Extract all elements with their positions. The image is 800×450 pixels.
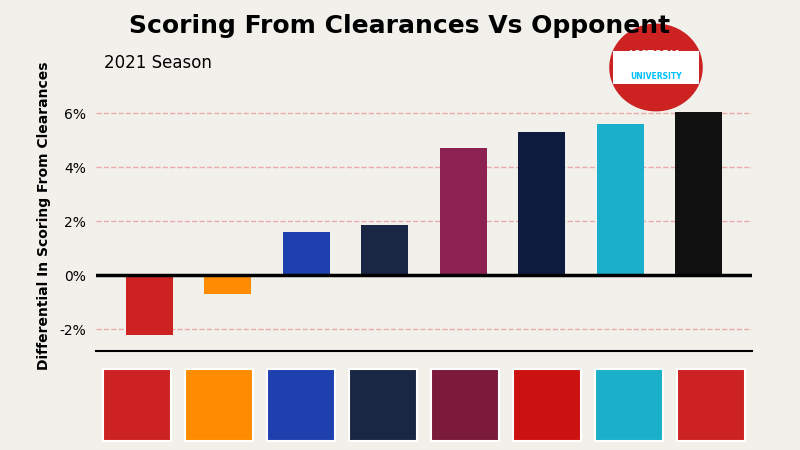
Bar [204, 275, 251, 294]
Bar [675, 112, 722, 275]
Bar [440, 148, 486, 275]
Bar [518, 132, 566, 275]
Bar [282, 232, 330, 275]
Bar [126, 275, 173, 335]
Text: VICTORIA: VICTORIA [630, 50, 682, 60]
Bar [597, 124, 644, 275]
Bar [362, 225, 408, 275]
Text: 2021 Season: 2021 Season [104, 54, 212, 72]
Text: UNIVERSITY: UNIVERSITY [630, 72, 682, 81]
FancyBboxPatch shape [613, 51, 699, 84]
Y-axis label: Differential In Scoring From Clearances: Differential In Scoring From Clearances [37, 62, 51, 370]
Circle shape [610, 24, 702, 111]
Text: Scoring From Clearances Vs Opponent: Scoring From Clearances Vs Opponent [130, 14, 670, 37]
